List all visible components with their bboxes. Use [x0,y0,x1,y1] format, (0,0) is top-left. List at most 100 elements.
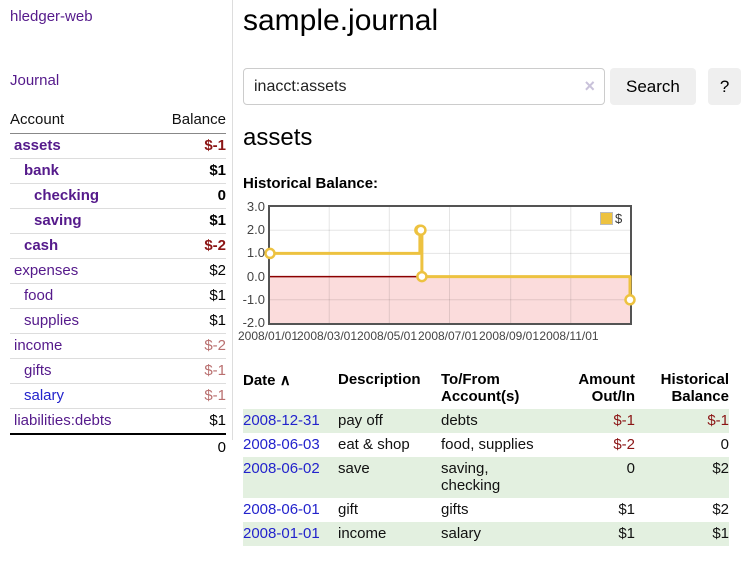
sidebar-account-gifts[interactable]: gifts [24,362,52,379]
sidebar-account-checking[interactable]: checking [34,187,100,204]
accounts-table: Account Balance assets $-1 bank $1 checking 0… [10,107,226,460]
sidebar-item-journal[interactable]: Journal [10,72,60,89]
account-balance: $-2 [150,233,226,259]
hledger-web-app: hledger-web Journal Account Balance asse… [0,0,742,546]
accounts-header-row: Account Balance [10,107,226,134]
register-cell-description: pay off [338,412,383,429]
transaction-date-link[interactable]: 2008-06-02 [243,460,320,477]
register-cell-accounts: saving, checking [441,460,501,494]
register-cell-description: save [338,460,370,477]
register-row[interactable]: 2008-12-31 pay off debts $-1 $-1 [243,409,729,433]
accounts-total-row: 0 [10,433,226,460]
transaction-date-link[interactable]: 2008-01-01 [243,525,320,542]
data-point-marker [624,294,636,306]
account-row: checking 0 [10,183,226,209]
register-header-amount: Amount Out/In [578,371,635,405]
chart-legend: $ [599,211,624,226]
sidebar-account-bank[interactable]: bank [24,162,60,179]
account-row: food $1 [10,283,226,309]
sidebar-account-income[interactable]: income [14,337,63,354]
help-button[interactable]: ? [707,68,742,105]
register-cell-amount: $1 [618,501,635,518]
chart-canvas [264,207,636,323]
register-cell-amount: $1 [618,525,635,542]
register-header-balance: Historical Balance [660,371,729,405]
sort-ascending-icon: ∧ [279,372,291,389]
data-point-marker [264,247,276,260]
sidebar-account-salary[interactable]: salary [24,387,65,404]
account-balance: $2 [150,258,226,284]
register-cell-description: income [338,525,387,542]
register-cell-date: 2008-06-01 [243,498,338,522]
sidebar-account-expenses[interactable]: expenses [14,262,79,279]
register-header-description: Description [338,371,421,388]
register-cell-amount: $-2 [613,436,635,453]
transaction-date-link[interactable]: 2008-12-31 [243,412,320,429]
account-balance: $1 [150,208,226,234]
register-cell-accounts: debts [441,412,478,429]
x-axis-tick-label: 2008/01/01 [237,329,299,343]
sidebar-account-saving[interactable]: saving [34,212,82,229]
account-row: income $-2 [10,333,226,359]
register-cell-amount: 0 [626,460,635,477]
y-axis-tick-label: -2.0 [242,315,265,330]
register-header-row: Date ∧ Description To/From Account(s) Am… [243,369,729,409]
register-cell-balance: 0 [720,436,729,453]
chart-plot-area [264,205,636,325]
brand-link[interactable]: hledger-web [10,8,93,25]
account-row: supplies $1 [10,308,226,334]
account-balance: $-1 [150,358,226,384]
register-header-date[interactable]: Date ∧ [243,372,291,389]
sidebar-account-cash[interactable]: cash [24,237,59,254]
register-cell-description: gift [338,501,359,518]
accounts-header-account: Account [10,107,151,134]
sidebar-account-liabilities-debts[interactable]: liabilities:debts [14,412,112,429]
register-table: Date ∧ Description To/From Account(s) Am… [243,369,729,546]
register-cell-date: 2008-12-31 [243,409,338,433]
clear-search-icon[interactable]: × [584,76,595,96]
account-row: expenses $2 [10,258,226,284]
account-row: assets $-1 [10,133,226,159]
account-balance: $1 [150,308,226,334]
register-row[interactable]: 2008-06-01 gift gifts $1 $2 [243,498,729,522]
sidebar-account-supplies[interactable]: supplies [24,312,80,329]
sidebar-account-food[interactable]: food [24,287,54,304]
y-axis-tick-label: -1.0 [242,292,265,307]
register-row[interactable]: 2008-01-01 income salary $1 $1 [243,522,729,546]
transaction-date-link[interactable]: 2008-06-03 [243,436,320,453]
negative-region [270,276,630,323]
historical-balance-chart: 3.0 2.0 1.0 0.0 -1.0 -2.0 2008/01/01 2008/03/01… [238,199,741,351]
x-axis-tick-label: 2008/03/01 [296,329,358,343]
account-balance: $-1 [150,133,226,159]
account-balance: $1 [150,158,226,184]
account-row: cash $-2 [10,233,226,259]
sidebar: hledger-web Journal Account Balance asse… [0,0,233,460]
register-row[interactable]: 2008-06-02 save saving, checking 0 $2 [243,457,729,498]
x-axis-tick-label: 2008/05/01 [356,329,418,343]
accounts-header-balance: Balance [150,107,226,134]
register-cell-date: 2008-06-03 [243,433,338,457]
register-cell-accounts: food, supplies [441,436,534,453]
x-axis-tick-label: 2008/07/01 [417,329,479,343]
search-input[interactable] [243,68,605,105]
accounts-total-balance: 0 [150,433,226,460]
legend-swatch-icon [600,212,613,225]
account-balance: 0 [150,183,226,209]
search-button[interactable]: Search [610,68,696,105]
account-row: bank $1 [10,158,226,184]
account-row: salary $-1 [10,383,226,409]
register-cell-description: eat & shop [338,436,410,453]
search-form: × Search ? [243,68,742,105]
sidebar-account-assets[interactable]: assets [14,137,61,154]
account-heading: assets [243,124,313,151]
register-cell-accounts: salary [441,525,482,542]
account-balance: $-2 [150,333,226,359]
register-cell-balance: $1 [712,525,729,542]
data-point-marker [416,270,428,283]
transaction-date-link[interactable]: 2008-06-01 [243,501,320,518]
y-axis-tick-label: 3.0 [246,199,265,214]
register-cell-date: 2008-06-02 [243,457,338,498]
search-field-wrap: × [243,68,605,105]
register-row[interactable]: 2008-06-03 eat & shop food, supplies $-2 0 [243,433,729,457]
page-title: sample.journal [243,4,439,37]
